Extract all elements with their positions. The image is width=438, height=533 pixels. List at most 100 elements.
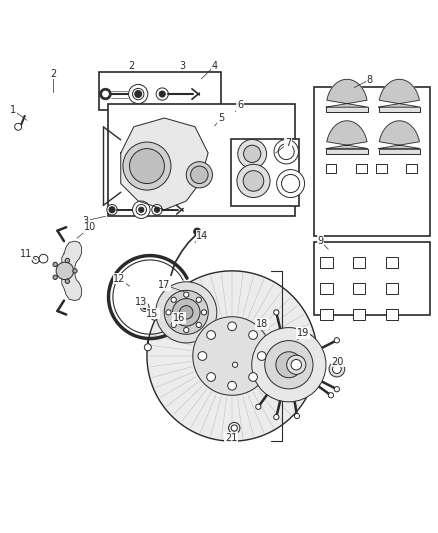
Circle shape	[186, 161, 212, 188]
Bar	[386, 283, 398, 294]
Text: 18: 18	[256, 319, 268, 329]
Circle shape	[334, 386, 339, 392]
Text: 21: 21	[225, 433, 237, 442]
Bar	[325, 164, 336, 173]
Polygon shape	[121, 118, 208, 210]
Circle shape	[152, 205, 162, 215]
Bar	[406, 164, 417, 173]
Circle shape	[145, 344, 151, 351]
Bar	[356, 164, 367, 173]
Text: 11: 11	[20, 249, 32, 259]
Circle shape	[244, 145, 261, 163]
Circle shape	[56, 262, 74, 280]
Text: 15: 15	[146, 309, 159, 319]
Circle shape	[53, 262, 57, 266]
Circle shape	[65, 279, 70, 284]
Circle shape	[287, 355, 306, 374]
Circle shape	[258, 352, 266, 360]
Circle shape	[141, 303, 149, 311]
Circle shape	[65, 259, 70, 263]
Text: 9: 9	[317, 236, 323, 246]
Text: 13: 13	[135, 297, 148, 308]
Polygon shape	[326, 79, 367, 107]
Circle shape	[191, 166, 208, 183]
Circle shape	[130, 149, 164, 183]
Circle shape	[229, 422, 240, 434]
Bar	[314, 87, 430, 236]
Circle shape	[171, 297, 177, 302]
Text: 17: 17	[158, 280, 171, 290]
Polygon shape	[62, 241, 81, 301]
Circle shape	[252, 328, 326, 402]
Circle shape	[332, 365, 341, 374]
Bar	[99, 72, 221, 110]
Bar	[376, 164, 387, 173]
Text: 2: 2	[50, 69, 56, 78]
Circle shape	[237, 164, 270, 198]
Circle shape	[328, 393, 333, 398]
Circle shape	[207, 373, 215, 382]
Bar	[326, 107, 367, 112]
Text: 6: 6	[237, 100, 243, 110]
Bar	[386, 309, 398, 320]
Circle shape	[123, 142, 171, 190]
Circle shape	[233, 362, 238, 367]
Polygon shape	[378, 79, 420, 107]
Circle shape	[249, 330, 258, 340]
Circle shape	[278, 144, 294, 159]
Circle shape	[171, 322, 177, 327]
Circle shape	[274, 415, 279, 419]
Circle shape	[294, 414, 300, 419]
Bar	[378, 107, 420, 112]
Circle shape	[180, 305, 193, 319]
Circle shape	[14, 123, 21, 130]
Circle shape	[154, 207, 159, 212]
Circle shape	[194, 228, 201, 235]
Circle shape	[196, 297, 201, 302]
Circle shape	[107, 205, 117, 215]
Circle shape	[196, 322, 201, 327]
Circle shape	[228, 381, 237, 390]
Circle shape	[277, 169, 304, 198]
Text: 7: 7	[285, 139, 291, 148]
Circle shape	[100, 88, 111, 100]
Circle shape	[198, 352, 207, 360]
Circle shape	[32, 256, 39, 263]
Bar	[378, 149, 420, 154]
Text: 1: 1	[10, 105, 16, 115]
Circle shape	[155, 282, 217, 343]
Bar	[353, 309, 365, 320]
Circle shape	[201, 310, 207, 315]
Text: 10: 10	[84, 222, 96, 232]
Circle shape	[39, 254, 48, 263]
Polygon shape	[147, 271, 317, 441]
Text: 12: 12	[113, 274, 126, 284]
Bar	[108, 103, 295, 216]
Bar	[386, 257, 398, 268]
Bar	[320, 309, 332, 320]
Text: 16: 16	[173, 313, 185, 323]
Circle shape	[109, 207, 115, 213]
Text: 2: 2	[128, 61, 135, 71]
Circle shape	[256, 404, 261, 409]
Circle shape	[329, 361, 345, 377]
Circle shape	[282, 174, 300, 192]
Circle shape	[136, 205, 147, 215]
Text: 8: 8	[367, 75, 373, 85]
Circle shape	[184, 292, 189, 297]
Circle shape	[274, 140, 298, 164]
Circle shape	[151, 313, 158, 320]
Circle shape	[249, 373, 258, 382]
Circle shape	[238, 140, 267, 168]
Text: 3: 3	[83, 216, 89, 225]
Circle shape	[265, 341, 313, 389]
Circle shape	[291, 359, 301, 370]
Circle shape	[159, 91, 165, 97]
Circle shape	[274, 310, 279, 315]
Circle shape	[231, 425, 237, 431]
Circle shape	[53, 275, 57, 279]
Bar	[320, 257, 332, 268]
Bar	[320, 283, 332, 294]
Bar	[353, 283, 365, 294]
Circle shape	[166, 310, 171, 315]
